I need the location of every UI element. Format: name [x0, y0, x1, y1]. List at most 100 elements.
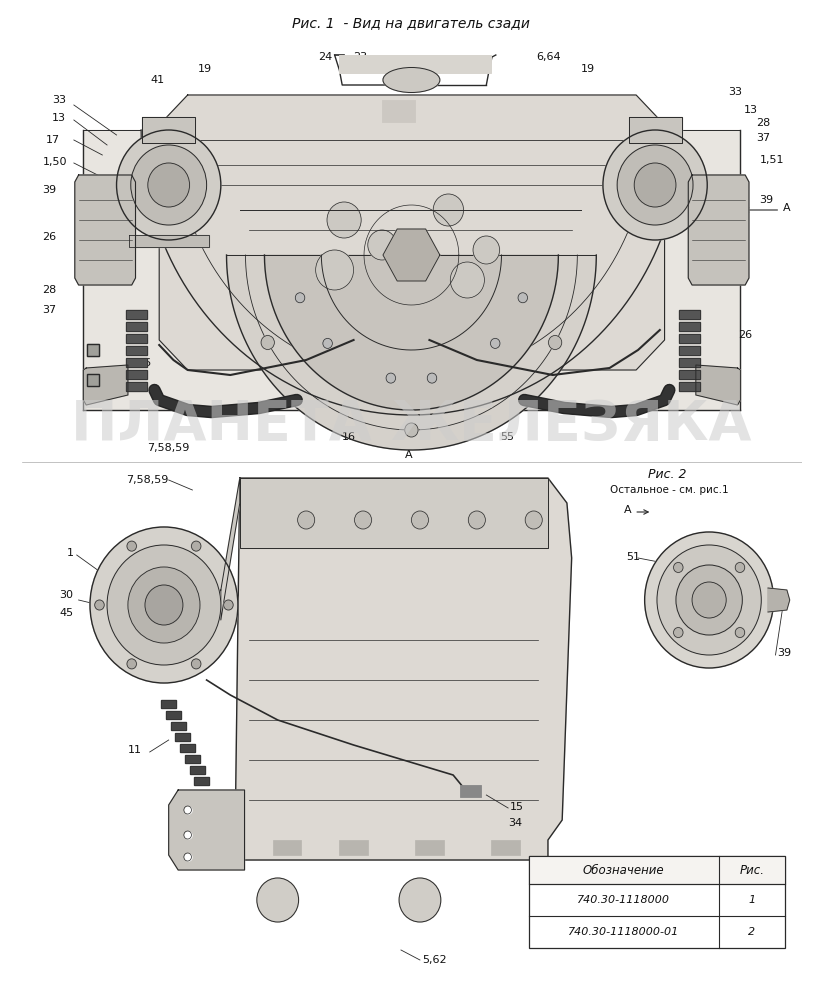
Circle shape: [635, 163, 676, 207]
Text: 51: 51: [626, 552, 640, 562]
Circle shape: [192, 541, 201, 551]
Polygon shape: [142, 117, 195, 143]
Text: 6,64: 6,64: [537, 52, 561, 62]
Circle shape: [673, 562, 683, 572]
Text: 33: 33: [728, 87, 742, 97]
Circle shape: [412, 511, 429, 529]
Circle shape: [405, 423, 418, 437]
Circle shape: [148, 163, 189, 207]
Circle shape: [355, 511, 372, 529]
Text: Рис. 2: Рис. 2: [648, 468, 686, 481]
Text: 24: 24: [318, 52, 332, 62]
Bar: [679, 310, 700, 319]
Bar: [679, 346, 700, 355]
Circle shape: [295, 293, 305, 303]
Bar: [180, 744, 195, 752]
Circle shape: [525, 511, 542, 529]
Circle shape: [131, 145, 207, 225]
Text: 39: 39: [760, 195, 774, 205]
Polygon shape: [83, 365, 128, 405]
Bar: [679, 358, 700, 367]
Circle shape: [692, 582, 726, 618]
Bar: [679, 322, 700, 331]
Bar: [126, 310, 146, 319]
Text: 23: 23: [353, 52, 367, 62]
Polygon shape: [696, 365, 741, 405]
Bar: [161, 700, 176, 708]
Bar: [679, 334, 700, 343]
Bar: [126, 358, 146, 367]
Text: ПЛАНЕТА ЖЕЛЕЗЯКА: ПЛАНЕТА ЖЕЛЕЗЯКА: [71, 398, 751, 452]
Bar: [175, 733, 190, 741]
Text: Рис. 1  - Вид на двигатель сзади: Рис. 1 - Вид на двигатель сзади: [292, 16, 530, 30]
Bar: [126, 382, 146, 391]
Circle shape: [192, 659, 201, 669]
Bar: [126, 346, 146, 355]
Bar: [679, 310, 700, 319]
Circle shape: [145, 585, 183, 625]
Circle shape: [316, 250, 354, 290]
Text: 41: 41: [151, 75, 165, 85]
Bar: [126, 346, 146, 355]
Text: 33: 33: [52, 95, 66, 105]
Text: 15: 15: [510, 802, 524, 812]
Bar: [126, 382, 146, 391]
Circle shape: [386, 373, 396, 383]
Polygon shape: [169, 790, 244, 870]
Text: 13: 13: [744, 105, 758, 115]
Polygon shape: [383, 229, 439, 281]
Bar: [339, 840, 368, 855]
Ellipse shape: [383, 68, 439, 93]
Circle shape: [735, 628, 745, 638]
Circle shape: [644, 532, 774, 668]
Text: 1: 1: [67, 548, 74, 558]
Bar: [126, 322, 146, 331]
Text: 56: 56: [137, 358, 151, 368]
Bar: [194, 777, 210, 785]
Bar: [194, 777, 210, 785]
Circle shape: [298, 511, 314, 529]
Bar: [185, 755, 200, 763]
Circle shape: [518, 293, 528, 303]
Circle shape: [673, 628, 683, 638]
Text: 34: 34: [508, 818, 523, 828]
Text: 19: 19: [198, 64, 212, 74]
Bar: [170, 722, 186, 730]
Text: 37: 37: [756, 133, 770, 143]
Circle shape: [491, 338, 500, 348]
Bar: [679, 382, 700, 391]
Bar: [273, 840, 301, 855]
Text: 7,58,59: 7,58,59: [126, 475, 169, 485]
Circle shape: [127, 659, 137, 669]
Bar: [679, 382, 700, 391]
Polygon shape: [264, 255, 558, 410]
Text: 55: 55: [500, 432, 514, 442]
Bar: [166, 711, 181, 719]
Bar: [166, 711, 181, 719]
Circle shape: [473, 236, 500, 264]
Circle shape: [676, 565, 742, 635]
Text: A: A: [783, 203, 791, 213]
Circle shape: [90, 527, 238, 683]
Text: 39: 39: [43, 185, 57, 195]
Bar: [180, 744, 195, 752]
Bar: [175, 733, 190, 741]
Text: 2: 2: [748, 927, 756, 937]
Text: 13: 13: [52, 113, 66, 123]
Text: Обозначение: Обозначение: [583, 863, 665, 876]
Circle shape: [127, 541, 137, 551]
Text: 30: 30: [59, 590, 73, 600]
Polygon shape: [768, 588, 790, 612]
Polygon shape: [688, 175, 749, 285]
Polygon shape: [75, 175, 136, 285]
Circle shape: [107, 545, 221, 665]
Bar: [382, 100, 416, 122]
Text: 26: 26: [738, 330, 753, 340]
Text: 17: 17: [45, 135, 59, 145]
Bar: [679, 358, 700, 367]
Bar: [161, 700, 176, 708]
Text: 7,58,59: 7,58,59: [147, 443, 190, 453]
Polygon shape: [159, 95, 664, 370]
Text: 45: 45: [59, 608, 74, 618]
Polygon shape: [235, 478, 572, 860]
